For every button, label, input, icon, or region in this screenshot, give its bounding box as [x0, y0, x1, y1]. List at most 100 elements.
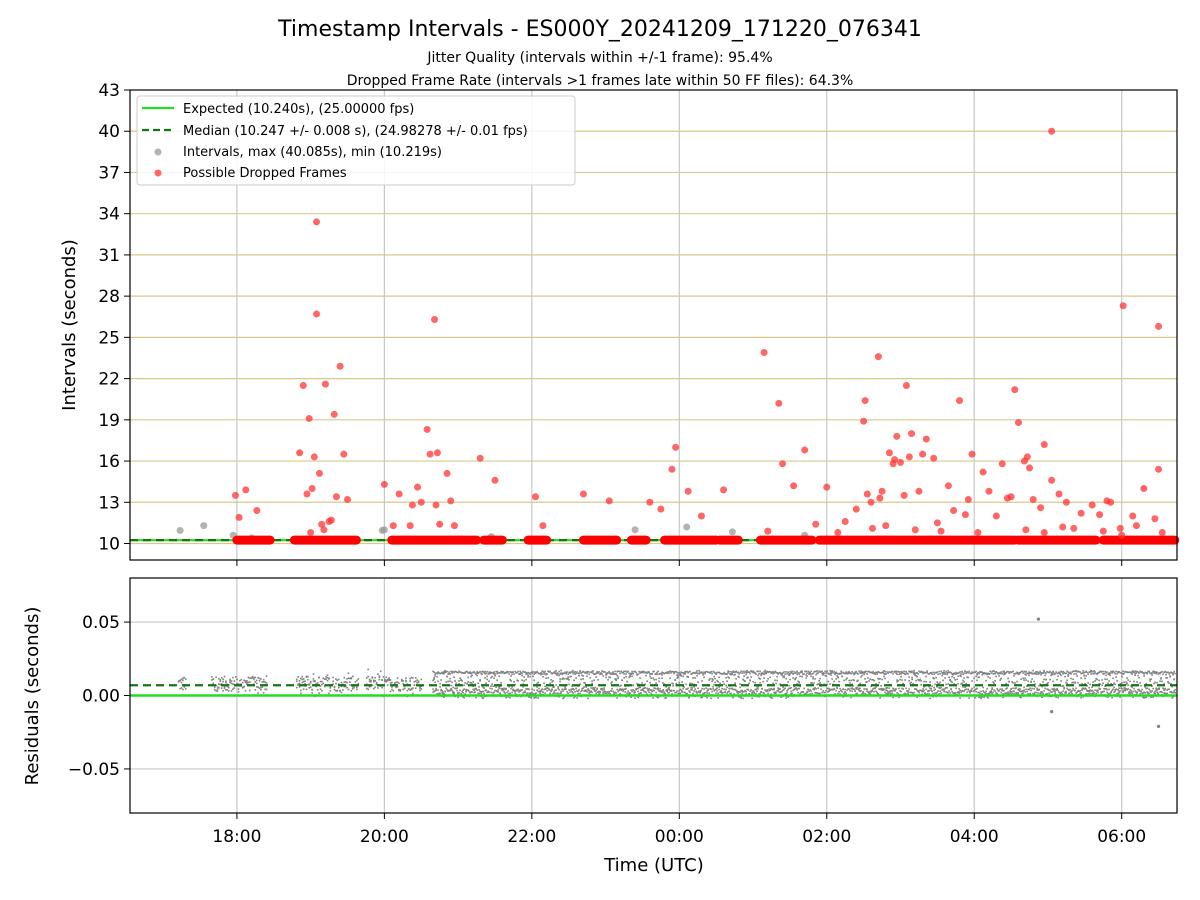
residual-point — [1146, 671, 1148, 674]
residual-point — [814, 670, 816, 673]
residual-point — [630, 673, 632, 676]
residual-point — [985, 690, 987, 693]
residual-point — [935, 692, 937, 695]
residual-point — [1163, 692, 1165, 694]
residual-point — [398, 689, 400, 692]
residual-point — [1025, 679, 1027, 681]
residual-point — [810, 682, 812, 684]
residual-point — [1131, 692, 1133, 695]
residual-point — [1099, 688, 1101, 690]
residual-point — [562, 672, 564, 674]
residual-point — [865, 681, 867, 684]
dropped-frame-point — [1116, 524, 1124, 532]
residual-point — [771, 671, 773, 674]
residual-point — [1160, 690, 1162, 693]
residual-point — [989, 691, 991, 693]
residual-point — [1081, 672, 1083, 675]
residual-point — [938, 687, 940, 689]
residual-point — [701, 671, 703, 674]
residual-point — [907, 692, 909, 695]
residual-point — [796, 683, 798, 685]
residual-point — [1000, 677, 1002, 680]
residual-point — [433, 690, 435, 693]
residual-point — [453, 691, 455, 694]
residual-point — [250, 677, 252, 680]
residual-point — [368, 686, 371, 688]
residual-point — [251, 677, 254, 679]
residual-point — [385, 676, 388, 679]
residual-point — [592, 672, 594, 675]
residual-point — [622, 689, 624, 691]
residual-point — [820, 688, 822, 690]
residual-point — [1136, 691, 1138, 694]
residual-point — [758, 677, 760, 679]
residual-point — [1148, 692, 1150, 695]
residual-point — [519, 673, 521, 675]
residual-point — [965, 672, 967, 674]
residual-point — [219, 680, 222, 683]
residual-point — [759, 678, 761, 680]
residual-point — [461, 679, 463, 682]
residual-point — [449, 680, 451, 682]
residual-point — [1100, 691, 1102, 693]
residual-point — [660, 672, 662, 675]
residual-point — [699, 671, 701, 674]
residual-point — [1071, 689, 1073, 692]
residual-point — [591, 682, 593, 685]
residual-point — [1139, 692, 1141, 695]
residual-point — [1149, 680, 1151, 682]
residual-point — [636, 687, 638, 690]
residual-point — [658, 673, 660, 675]
residual-point — [492, 672, 494, 674]
residual-point — [1140, 684, 1142, 687]
residual-point — [970, 690, 972, 692]
residual-point — [745, 693, 747, 695]
residual-point — [958, 692, 960, 695]
residual-point — [932, 692, 934, 695]
residual-point — [668, 691, 670, 694]
dropped-frame-point — [1070, 524, 1078, 532]
residual-point — [551, 688, 553, 691]
residual-point — [742, 690, 744, 693]
residual-point — [959, 671, 961, 673]
residual-point — [254, 681, 257, 683]
residual-point — [1046, 670, 1048, 673]
residual-point — [861, 672, 863, 674]
residual-point — [903, 693, 905, 695]
residual-point — [433, 676, 435, 679]
residual-point — [1073, 689, 1075, 691]
residual-point — [852, 672, 854, 674]
residual-point — [1035, 691, 1037, 694]
dropped-frame-point — [684, 487, 692, 495]
residual-point — [650, 677, 652, 680]
residual-point — [302, 680, 305, 683]
residual-point — [765, 672, 767, 674]
residual-point — [946, 672, 948, 674]
residual-point — [627, 690, 629, 692]
residual-point — [828, 688, 830, 690]
residual-point — [442, 691, 444, 693]
residual-point — [329, 690, 332, 692]
residual-point — [442, 671, 444, 674]
dropped-frame-point — [303, 490, 311, 498]
residual-point — [412, 677, 414, 679]
residual-point — [1087, 693, 1089, 695]
residual-point — [939, 673, 941, 675]
residual-point — [970, 689, 972, 691]
residual-point — [458, 670, 460, 673]
residual-point — [496, 690, 498, 693]
residual-point — [1119, 683, 1121, 685]
residual-point — [511, 691, 513, 694]
residual-point — [1127, 684, 1129, 687]
residual-point — [736, 691, 738, 694]
residual-point — [304, 680, 306, 683]
residual-point — [255, 679, 258, 682]
residual-point — [737, 690, 739, 693]
residual-point — [711, 680, 713, 683]
residual-point — [575, 677, 577, 679]
residual-point — [620, 684, 622, 687]
residual-point — [637, 690, 639, 693]
residual-point — [218, 677, 220, 680]
residual-point — [674, 671, 676, 673]
residual-point — [1141, 692, 1143, 694]
